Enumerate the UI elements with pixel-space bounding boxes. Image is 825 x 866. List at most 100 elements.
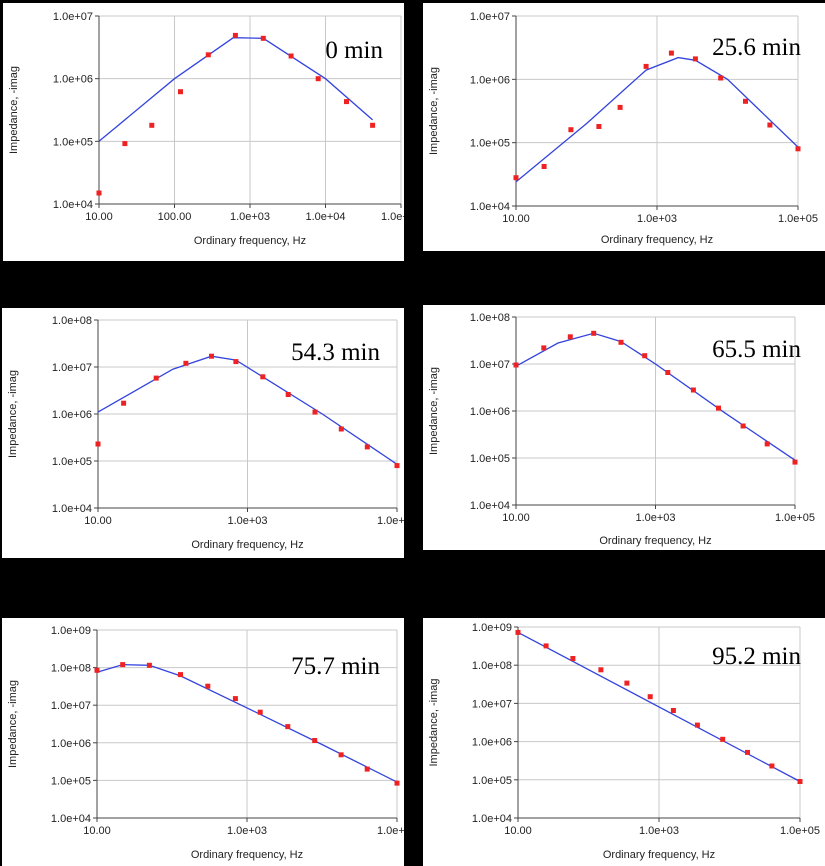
data-point bbox=[344, 99, 349, 105]
data-point bbox=[647, 694, 653, 700]
x-tick-label: 10.00 bbox=[502, 213, 530, 225]
y-axis-label: Impedance, -imag bbox=[428, 67, 440, 155]
y-tick-label: 1.0e+07 bbox=[472, 698, 512, 710]
chart-6: 1.0e+04 1.0e+05 1.0e+06 1.0e+07 1.0e+08 1.0e+… bbox=[428, 622, 820, 861]
data-point bbox=[543, 643, 549, 649]
x-axis-label: Ordinary frequency, Hz bbox=[191, 539, 303, 551]
chart-2: 1.0e+04 1.0e+05 1.0e+06 1.0e+07 10.00 1.0e+03… bbox=[428, 11, 818, 246]
data-point bbox=[260, 374, 266, 380]
data-point bbox=[370, 122, 376, 128]
y-tick-label: 1.0e+05 bbox=[470, 138, 510, 150]
y-tick-label: 1.0e+06 bbox=[470, 406, 510, 418]
x-tick-label: 10.00 bbox=[502, 512, 530, 524]
data-point bbox=[513, 362, 519, 368]
time-annotation: 25.6 min bbox=[712, 34, 801, 61]
x-tick-label: 1.0e+05 bbox=[775, 512, 815, 524]
y-axis-label: Impedance, -imag bbox=[7, 370, 19, 458]
x-tick-label: 10.00 bbox=[504, 825, 532, 837]
chart-panel-3: 1.0e+04 1.0e+05 1.0e+06 1.0e+07 1.0e+08 10.00… bbox=[2, 308, 404, 558]
fit-line bbox=[517, 631, 801, 783]
data-point bbox=[764, 441, 770, 447]
data-point bbox=[209, 353, 214, 359]
data-point bbox=[694, 722, 700, 728]
data-point bbox=[720, 736, 726, 742]
y-tick-label: 1.0e+08 bbox=[470, 312, 510, 324]
x-axis-label: Ordinary frequency, Hz bbox=[603, 849, 715, 861]
data-point bbox=[153, 375, 159, 381]
y-axis-label: Impedance, -imag bbox=[428, 367, 440, 455]
y-tick-label: 1.0e+07 bbox=[53, 11, 93, 23]
x-tick-label: 10.00 bbox=[84, 515, 112, 527]
x-axis-label: Ordinary frequency, Hz bbox=[601, 234, 713, 246]
data-point bbox=[232, 696, 238, 702]
data-point bbox=[596, 124, 602, 129]
x-tick-label: 1.0e+05 bbox=[778, 213, 818, 225]
data-point bbox=[642, 353, 648, 359]
data-point bbox=[205, 683, 211, 689]
data-point bbox=[122, 141, 128, 147]
data-point bbox=[338, 426, 344, 432]
y-tick-label: 1.0e+07 bbox=[470, 359, 510, 371]
data-point bbox=[541, 164, 547, 169]
chart-4: 1.0e+04 1.0e+05 1.0e+06 1.0e+07 1.0e+08 10.00… bbox=[428, 312, 815, 547]
chart-panel-2: 1.0e+04 1.0e+05 1.0e+06 1.0e+07 10.00 1.0e+03… bbox=[423, 3, 825, 251]
time-annotation: 95.2 min bbox=[712, 643, 801, 670]
x-tick-label: 1.0e+05 bbox=[377, 825, 404, 837]
y-tick-label: 1.0e+09 bbox=[472, 622, 512, 634]
data-point bbox=[617, 104, 623, 110]
data-point bbox=[769, 763, 775, 769]
y-tick-label: 1.0e+06 bbox=[53, 74, 93, 86]
y-tick-label: 1.0e+05 bbox=[53, 136, 93, 148]
y-tick-label: 1.0e+07 bbox=[51, 700, 91, 712]
data-point bbox=[745, 749, 750, 755]
y-tick-label: 1.0e+04 bbox=[472, 813, 512, 825]
chart-5: 1.0e+04 1.0e+05 1.0e+06 1.0e+07 1.0e+08 1.0e+… bbox=[7, 625, 404, 861]
x-tick-label: 1.0e+03 bbox=[637, 213, 677, 225]
y-tick-label: 1.0e+06 bbox=[470, 74, 510, 86]
data-point bbox=[260, 35, 266, 41]
y-tick-label: 1.0e+06 bbox=[52, 409, 92, 421]
y-tick-label: 1.0e+06 bbox=[51, 738, 91, 750]
x-tick-label: 1.0e+05 bbox=[381, 211, 404, 223]
x-tick-label: 1.0e+03 bbox=[635, 512, 675, 524]
y-tick-label: 1.0e+05 bbox=[52, 456, 92, 468]
y-tick-label: 1.0e+07 bbox=[52, 362, 92, 374]
x-tick-label: 1.0e+03 bbox=[230, 211, 270, 223]
y-tick-label: 1.0e+04 bbox=[53, 199, 93, 211]
data-point bbox=[624, 680, 630, 686]
data-point bbox=[743, 98, 748, 104]
fit-line bbox=[515, 56, 799, 183]
data-point bbox=[94, 667, 100, 673]
time-annotation: 75.7 min bbox=[291, 653, 380, 680]
data-point bbox=[178, 672, 183, 678]
data-point bbox=[95, 441, 101, 447]
data-point bbox=[149, 122, 155, 128]
x-axis-label: Ordinary frequency, Hz bbox=[599, 535, 711, 547]
chart-panel-1: 1.0e+04 1.0e+05 1.0e+06 1.0e+07 10.00 100.00 1… bbox=[3, 3, 404, 261]
data-point bbox=[541, 345, 547, 351]
y-axis-label: Impedance, -imag bbox=[428, 678, 440, 766]
y-tick-label: 1.0e+08 bbox=[51, 663, 91, 675]
y-tick-label: 1.0e+08 bbox=[52, 315, 92, 327]
chart-3: 1.0e+04 1.0e+05 1.0e+06 1.0e+07 1.0e+08 10.00… bbox=[7, 315, 404, 551]
data-point bbox=[792, 459, 798, 465]
time-annotation: 0 min bbox=[325, 37, 383, 64]
data-point bbox=[312, 409, 318, 415]
y-tick-label: 1.0e+05 bbox=[472, 775, 512, 787]
data-point bbox=[121, 400, 127, 406]
data-point bbox=[665, 370, 671, 375]
y-tick-label: 1.0e+04 bbox=[51, 813, 91, 825]
data-point bbox=[96, 190, 102, 196]
time-annotation: 65.5 min bbox=[712, 336, 801, 363]
x-tick-label: 10.00 bbox=[85, 211, 113, 223]
data-point bbox=[767, 122, 773, 128]
y-tick-label: 1.0e+05 bbox=[51, 775, 91, 787]
y-tick-label: 1.0e+08 bbox=[472, 660, 512, 672]
y-tick-label: 1.0e+04 bbox=[470, 500, 510, 512]
data-point bbox=[315, 76, 321, 82]
data-point bbox=[288, 53, 294, 59]
y-tick-label: 1.0e+07 bbox=[470, 11, 510, 23]
data-point bbox=[120, 662, 126, 668]
data-point bbox=[690, 387, 696, 393]
fit-line bbox=[97, 355, 398, 465]
